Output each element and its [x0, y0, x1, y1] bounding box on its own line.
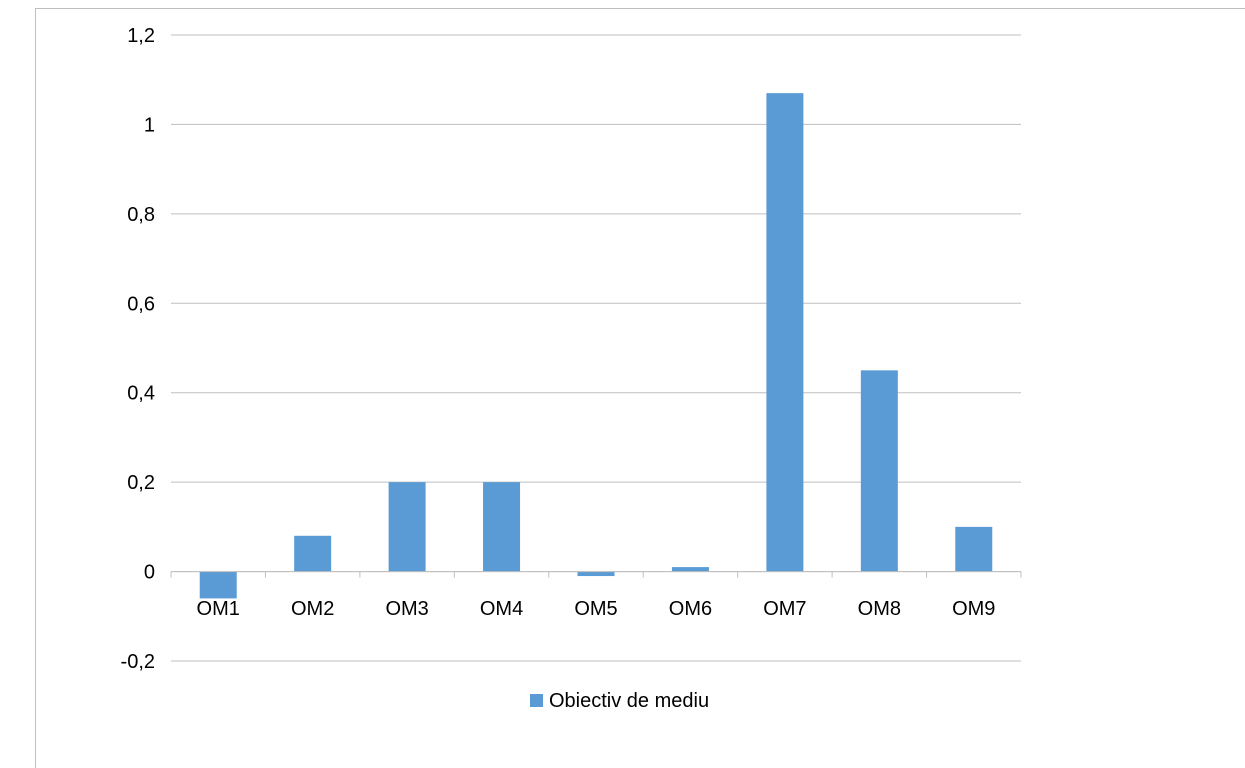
bar-om4 — [483, 482, 521, 572]
bar-om9 — [955, 526, 993, 572]
x-tick-label: OM3 — [385, 598, 428, 620]
bar-om1 — [199, 571, 237, 599]
legend: Obiectiv de mediu — [530, 690, 709, 712]
x-tick-label: OM2 — [291, 598, 334, 620]
y-tick-label: 0,2 — [127, 472, 155, 494]
x-tick-label: OM8 — [858, 598, 901, 620]
x-tick-label: OM6 — [669, 598, 712, 620]
y-tick-label: 0 — [144, 562, 155, 584]
x-tick-label: OM4 — [480, 598, 523, 620]
y-axis-tick-labels: -0,2 0 0,2 0,4 0,6 0,8 1 1,2 — [121, 25, 155, 673]
y-tick-label: -0,2 — [121, 651, 155, 673]
legend-swatch — [530, 694, 543, 707]
y-tick-label: 1 — [144, 114, 155, 136]
x-tick-label: OM9 — [952, 598, 995, 620]
bar-om5 — [577, 571, 615, 577]
bar-om8 — [860, 370, 898, 572]
x-tick-label: OM5 — [574, 598, 617, 620]
chart-frame — [35, 8, 1245, 768]
bar-om7 — [766, 93, 804, 572]
x-tick-label: OM7 — [763, 598, 806, 620]
x-axis — [170, 571, 1022, 578]
x-axis-tick-labels: OM1 OM2 OM3 OM4 OM5 OM6 OM7 OM8 OM9 — [197, 598, 996, 620]
bar-om2 — [294, 535, 332, 572]
y-tick-label: 0,4 — [127, 383, 155, 405]
y-tick-label: 0,6 — [127, 293, 155, 315]
bars — [199, 93, 993, 599]
y-tick-label: 1,2 — [127, 25, 155, 47]
legend-label: Obiectiv de mediu — [549, 690, 709, 712]
x-tick-label: OM1 — [197, 598, 240, 620]
y-tick-label: 0,8 — [127, 204, 155, 226]
bar-om3 — [388, 482, 426, 572]
bar-om6 — [671, 567, 709, 572]
